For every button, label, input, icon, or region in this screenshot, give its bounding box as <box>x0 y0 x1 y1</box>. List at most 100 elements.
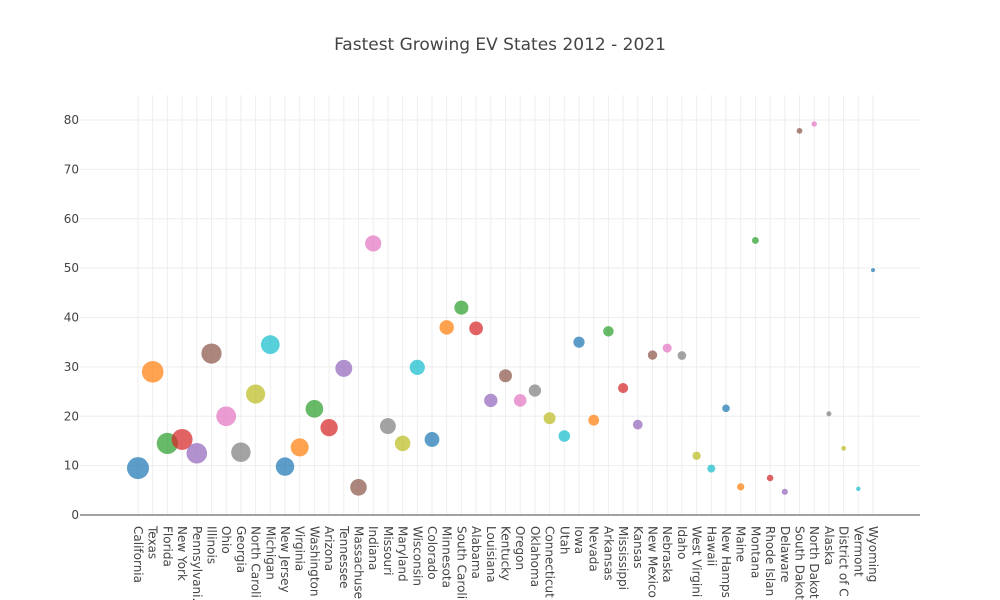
y-tick-label: 50 <box>64 261 79 275</box>
data-point[interactable] <box>379 418 396 435</box>
data-point[interactable] <box>558 430 571 442</box>
y-tick-label: 80 <box>64 113 79 127</box>
data-point[interactable] <box>394 435 411 452</box>
data-point[interactable] <box>588 414 600 426</box>
y-tick-label: 20 <box>64 409 79 423</box>
x-tick-label: Wyoming <box>866 526 880 582</box>
data-point[interactable] <box>871 268 875 273</box>
x-tick-label: Colorado <box>425 526 439 580</box>
data-point[interactable] <box>231 442 251 463</box>
x-tick-label: Utah <box>557 526 571 554</box>
data-point[interactable] <box>469 321 483 336</box>
data-point[interactable] <box>260 335 280 355</box>
x-tick-label: New Hamps <box>719 526 733 598</box>
x-tick-label: South Caroli <box>454 526 468 599</box>
data-point[interactable] <box>350 479 367 496</box>
data-point[interactable] <box>841 445 846 451</box>
data-point[interactable] <box>216 406 237 427</box>
x-tick-label: Ohio <box>219 526 233 554</box>
data-point[interactable] <box>365 235 382 252</box>
data-point[interactable] <box>201 343 222 364</box>
data-point[interactable] <box>618 383 629 394</box>
x-tick-label: Indiana <box>366 526 380 570</box>
data-point[interactable] <box>707 464 716 473</box>
chart-title: Fastest Growing EV States 2012 - 2021 <box>334 35 666 55</box>
data-point[interactable] <box>766 474 774 482</box>
data-point[interactable] <box>171 428 193 450</box>
data-point[interactable] <box>528 384 542 397</box>
data-point[interactable] <box>335 359 353 377</box>
x-tick-label: Kentucky <box>499 526 513 581</box>
data-point[interactable] <box>603 326 614 337</box>
x-tick-label: Mississippi <box>616 526 630 590</box>
y-tick-label: 70 <box>64 162 79 176</box>
x-tick-label: Maryland <box>396 526 410 582</box>
x-tick-label: Texas <box>146 525 160 559</box>
data-point[interactable] <box>246 384 266 404</box>
x-tick-label: Massachuse <box>352 526 366 599</box>
x-tick-label: Rhode Islan <box>763 526 777 596</box>
data-point[interactable] <box>499 369 512 383</box>
x-tick-label: Arizona <box>322 526 336 571</box>
x-tick-label: Idaho <box>675 526 689 559</box>
x-tick-label: North Caroli <box>249 526 263 598</box>
data-point[interactable] <box>141 360 164 383</box>
y-axis-ticks: 0 10 20 30 40 50 60 70 80 <box>64 113 79 522</box>
x-tick-label: Delaware <box>778 526 792 583</box>
x-tick-label: Alaska <box>822 526 836 565</box>
x-tick-label: Illinois <box>205 526 219 564</box>
x-tick-label: California <box>131 526 145 583</box>
data-point[interactable] <box>632 419 643 430</box>
data-point[interactable] <box>737 483 745 491</box>
y-tick-label: 40 <box>64 311 79 325</box>
x-tick-label: New York <box>175 526 189 581</box>
x-tick-label: Wisconsin <box>410 526 424 586</box>
data-point[interactable] <box>751 237 759 244</box>
data-point[interactable] <box>826 411 832 417</box>
data-point[interactable] <box>409 359 425 375</box>
data-point[interactable] <box>692 451 701 460</box>
x-tick-label: Nevada <box>587 526 601 572</box>
x-tick-label: North Dakot <box>807 526 821 599</box>
data-point[interactable] <box>811 121 817 127</box>
data-point[interactable] <box>186 443 208 464</box>
x-tick-label: Oklahoma <box>528 526 542 587</box>
x-tick-label: Kansas <box>631 526 645 568</box>
data-point[interactable] <box>484 393 498 408</box>
x-tick-label: Connecticut <box>543 526 557 598</box>
x-tick-label: Alabama <box>469 526 483 579</box>
x-tick-label: Minnesota <box>440 526 454 588</box>
data-point[interactable] <box>513 394 527 407</box>
x-tick-label: Washington <box>307 526 321 597</box>
data-point[interactable] <box>781 488 788 495</box>
x-tick-label: Nebraska <box>660 526 674 583</box>
data-point[interactable] <box>320 418 338 437</box>
x-tick-label: Iowa <box>572 526 586 554</box>
x-tick-label: Georgia <box>234 526 248 573</box>
data-point[interactable] <box>127 457 149 480</box>
x-tick-label: Missouri <box>381 526 395 575</box>
data-point[interactable] <box>662 343 672 353</box>
data-point[interactable] <box>439 320 454 335</box>
data-point[interactable] <box>573 336 585 348</box>
x-tick-label: Louisiana <box>484 526 498 583</box>
x-tick-label: Michigan <box>263 526 277 580</box>
data-point[interactable] <box>796 127 803 134</box>
data-point[interactable] <box>454 300 469 315</box>
data-point[interactable] <box>290 438 309 457</box>
x-tick-label: Vermont <box>851 526 865 577</box>
data-point[interactable] <box>677 351 687 360</box>
x-tick-label: New Mexico <box>646 526 660 598</box>
data-point[interactable] <box>275 457 295 476</box>
data-point[interactable] <box>722 404 730 413</box>
data-point[interactable] <box>856 486 861 492</box>
x-axis-ticks: California Texas Florida New York Pennsylvan… <box>131 525 880 600</box>
x-tick-label: Montana <box>748 526 762 578</box>
x-tick-label: Maine <box>734 526 748 562</box>
data-point[interactable] <box>424 432 440 447</box>
data-point[interactable] <box>647 350 658 360</box>
data-point[interactable] <box>305 400 324 418</box>
data-point[interactable] <box>543 412 556 425</box>
y-tick-label: 0 <box>71 508 79 522</box>
